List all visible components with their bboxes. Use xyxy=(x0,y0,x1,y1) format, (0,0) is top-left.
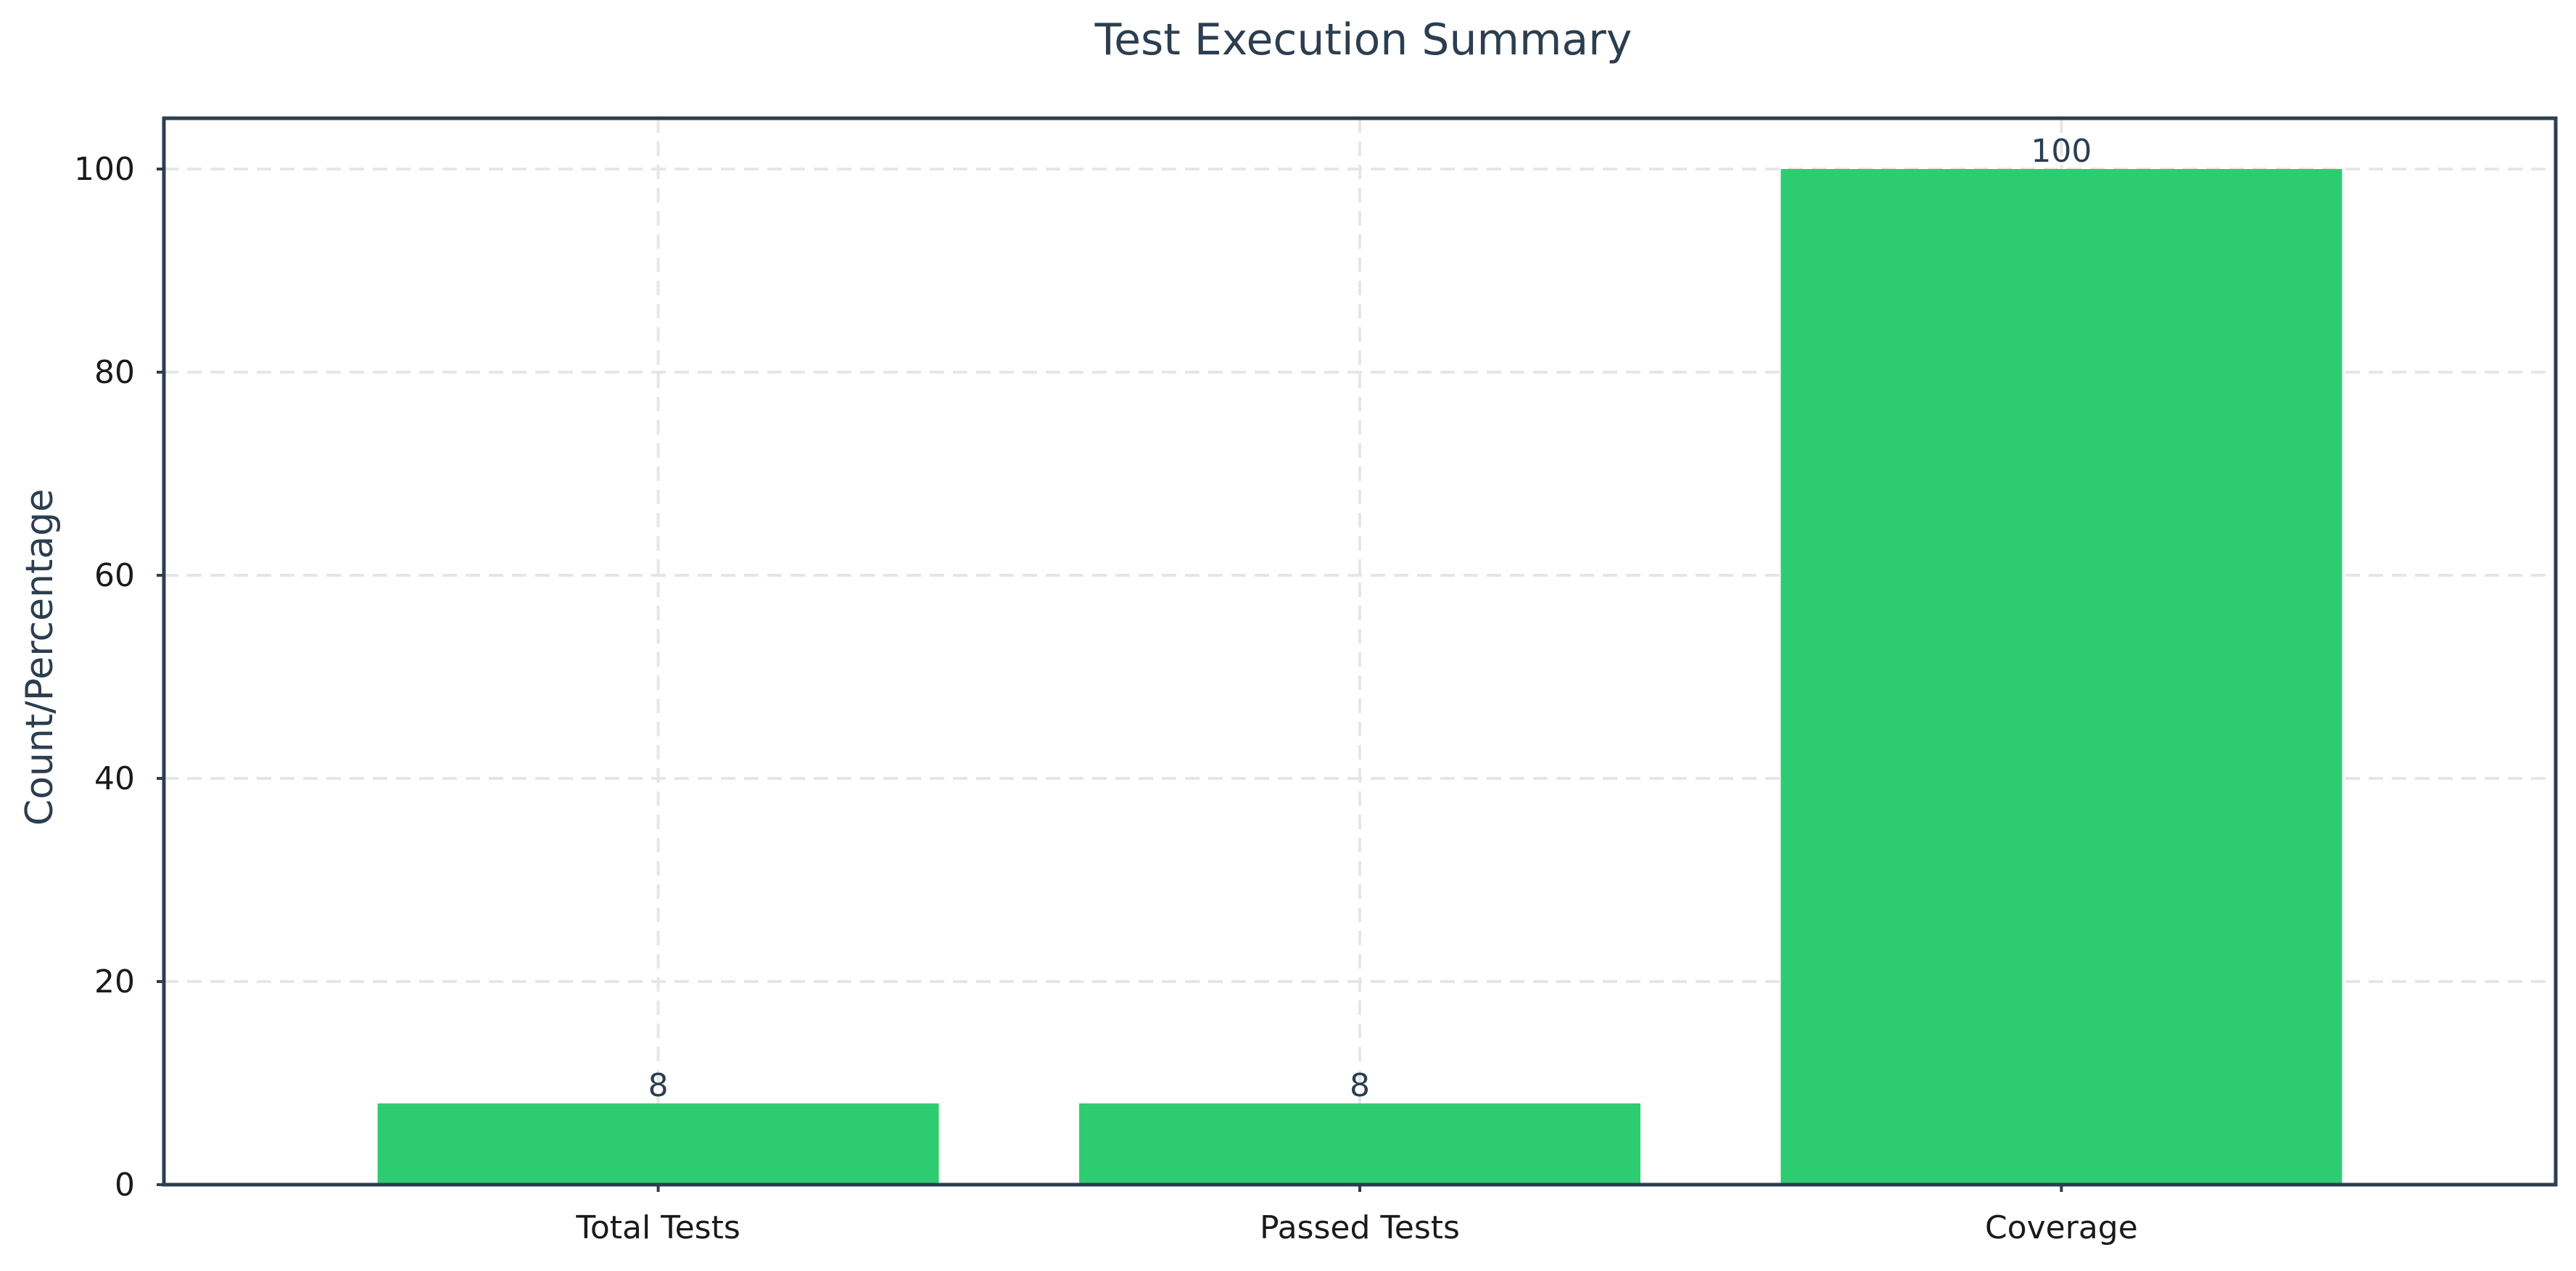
y-tick-label: 0 xyxy=(115,1167,135,1204)
x-tick-label: Coverage xyxy=(1985,1209,2138,1246)
bar-value-label: 8 xyxy=(1350,1067,1370,1104)
bar xyxy=(1780,169,2342,1185)
bar-value-label: 8 xyxy=(648,1067,669,1104)
x-axis-ticks: Total Tests Passed Tests Coverage xyxy=(575,1185,2138,1246)
y-tick-label: 60 xyxy=(94,557,135,594)
y-axis-label: Count/Percentage xyxy=(18,489,62,826)
data-labels: 8 8 100 xyxy=(648,133,2092,1104)
bar xyxy=(377,1103,939,1185)
y-tick-label: 100 xyxy=(74,151,135,188)
y-tick-label: 40 xyxy=(94,760,135,797)
bars xyxy=(377,169,2342,1185)
y-tick-label: 20 xyxy=(94,963,135,1000)
y-axis-ticks: 0 20 40 60 80 100 xyxy=(74,151,164,1204)
x-tick-label: Total Tests xyxy=(575,1209,740,1246)
bar-value-label: 100 xyxy=(2031,133,2092,170)
chart-title: Test Execution Summary xyxy=(1094,15,1632,65)
x-tick-label: Passed Tests xyxy=(1260,1209,1460,1246)
y-tick-label: 80 xyxy=(94,354,135,391)
bar xyxy=(1079,1103,1640,1185)
plot-frame xyxy=(162,116,2558,1187)
